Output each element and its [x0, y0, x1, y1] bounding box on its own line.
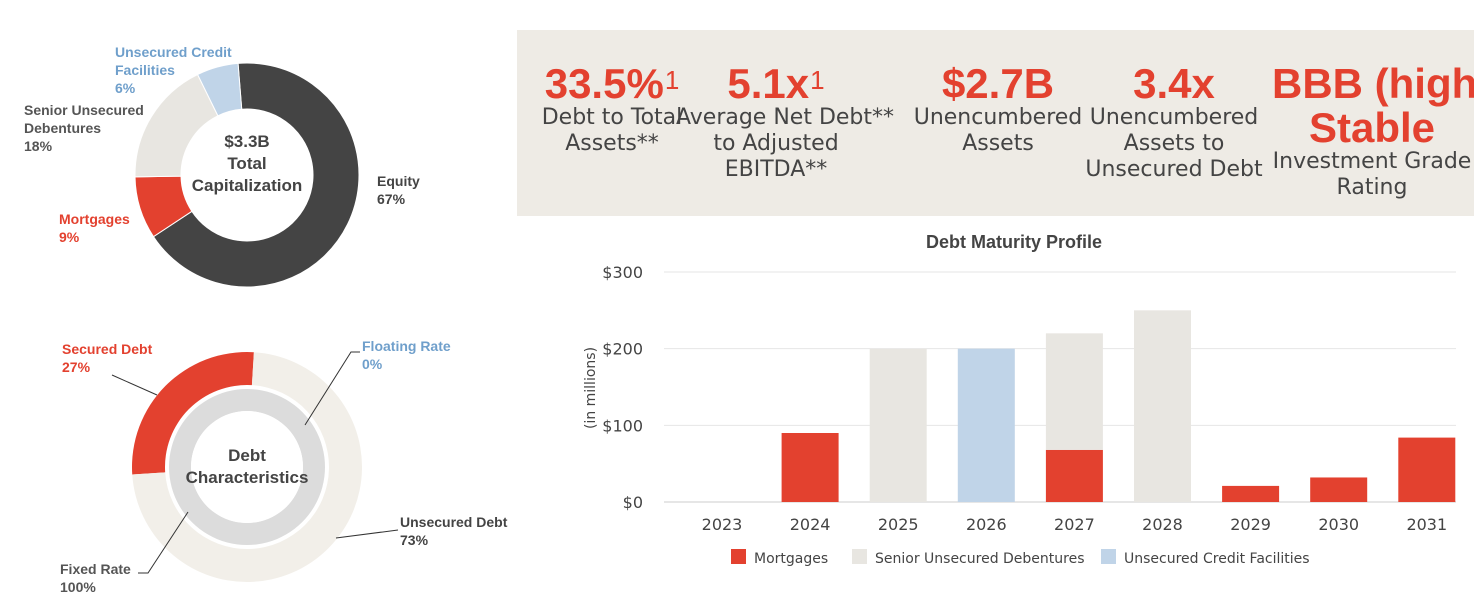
legend-label-unsecured-credit-facilities: Unsecured Credit Facilities [1124, 551, 1310, 567]
x-tick-label: 2026 [966, 515, 1007, 534]
bar-2027-senior-unsecured-debentures [1045, 333, 1103, 450]
metric-3: $2.7B Unencumbered Assets [898, 63, 1098, 157]
x-tick-label: 2028 [1142, 515, 1183, 534]
metric-value-text: $2.7B [941, 60, 1055, 107]
label-secured-debt: Secured Debt 27% [62, 341, 153, 375]
legend-swatch-mortgages [731, 549, 746, 564]
leader-line [138, 511, 189, 574]
bar-2030-mortgages [1310, 477, 1368, 502]
metric-value: 5.1x1 [676, 63, 876, 105]
metric-label: Investment Grade Rating [1272, 149, 1472, 200]
metric-1: 33.5%1 Debt to Total Assets** [512, 63, 712, 157]
metric-value-text: BBB (high) [1272, 60, 1474, 107]
label-fixed-rate: Fixed Rate 100% [60, 561, 131, 595]
footnote-marker: 1 [664, 65, 680, 95]
bar-2031-mortgages [1398, 437, 1456, 502]
label-senior-unsecured-debentures: Senior Unsecured Debentures 18% [24, 102, 144, 154]
metric-2: 5.1x1 Average Net Debt** to Adjusted EBITDA… [676, 63, 895, 183]
slice-equity [152, 62, 360, 288]
label-floating-rate: Floating Rate 0% [362, 338, 451, 372]
metric-4: 3.4x Unencumbered Assets to Unsecured Debt [1074, 63, 1274, 183]
label-mortgages: Mortgages 9% [59, 211, 130, 245]
outer-slice-secured-debt [132, 352, 254, 475]
bar-2028-senior-unsecured-debentures [1134, 310, 1191, 502]
x-tick-label: 2031 [1406, 515, 1447, 534]
y-axis-label: (in millions) [583, 347, 599, 429]
donut-hole [181, 109, 313, 241]
y-tick-label: $100 [602, 416, 643, 435]
chart-title: Debt Maturity Profile [926, 232, 1102, 252]
legend-label-mortgages: Mortgages [754, 551, 828, 567]
metric-value: $2.7B [898, 63, 1098, 105]
key-metrics-panel: 33.5%1 Debt to Total Assets** 5.1x1 Average … [517, 30, 1474, 216]
center-label: Debt Characteristics [186, 446, 309, 487]
capitalization-donut-chart: Equity 67% Mortgages 9% Senior Unsecured Debe… [24, 44, 420, 288]
metric-5: BBB (high) Stable Investment Grade Rating [1272, 60, 1474, 201]
metric-label: Unencumbered Assets [913, 105, 1083, 156]
legend-swatch-senior-unsecured-debentures [852, 549, 867, 564]
leader-line [111, 374, 158, 396]
x-tick-label: 2027 [1054, 515, 1095, 534]
y-tick-label: $0 [623, 493, 643, 512]
x-tick-label: 2023 [702, 515, 743, 534]
bar-2029-mortgages [1222, 485, 1280, 502]
debt-characteristics-chart: Debt Characteristics Secured Debt 27% Unsecu… [60, 338, 508, 595]
metric-label: Average Net Debt** to Adjusted EBITDA** [676, 105, 895, 182]
metric-value-secondary: Stable [1308, 104, 1436, 151]
metric-label: Unencumbered Assets to Unsecured Debt [1085, 105, 1263, 182]
label-unsecured-debt: Unsecured Debt 73% [400, 514, 508, 548]
x-tick-label: 2029 [1230, 515, 1271, 534]
leader-line [335, 529, 399, 539]
bar-2024-mortgages [781, 433, 839, 502]
x-tick-label: 2030 [1318, 515, 1359, 534]
label-equity: Equity 67% [377, 173, 420, 207]
metric-value: BBB (high) [1272, 60, 1474, 107]
metric-value: 3.4x [1074, 63, 1274, 105]
donut-hole [191, 411, 303, 523]
metric-value-text: 3.4x [1133, 60, 1215, 107]
legend-swatch-unsecured-credit-facilities [1101, 549, 1116, 564]
label-unsecured-credit-facilities: Unsecured Credit Facilities 6% [115, 44, 232, 96]
center-label: $3.3B Total Capitalization [192, 132, 303, 195]
metric-value-text: 33.5% [544, 60, 664, 107]
metric-label: Debt to Total Assets** [541, 105, 683, 156]
bar-2026-unsecured-credit-facilities [957, 348, 1015, 502]
bar-2025-senior-unsecured-debentures [869, 348, 927, 502]
y-tick-label: $300 [602, 263, 643, 282]
metric-value-text: 5.1x [727, 60, 810, 107]
x-tick-label: 2024 [790, 515, 831, 534]
y-tick-label: $200 [602, 340, 643, 359]
x-tick-label: 2025 [878, 515, 919, 534]
bar-2027-mortgages [1045, 449, 1103, 502]
footnote-marker: 1 [810, 65, 825, 95]
legend-label-senior-unsecured-debentures: Senior Unsecured Debentures [875, 551, 1085, 567]
leader-line [304, 351, 360, 426]
metric-value: 33.5%1 [512, 63, 712, 105]
